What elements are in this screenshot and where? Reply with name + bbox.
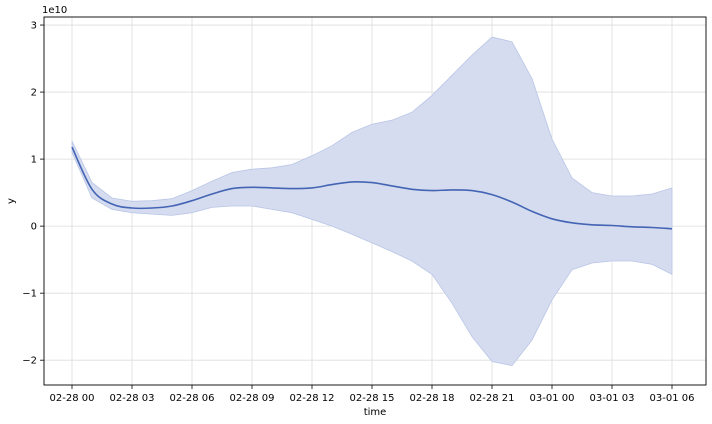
y-scale-label: 1e10	[42, 5, 67, 16]
x-tick-label: 02-28 15	[350, 393, 395, 404]
x-tick-label: 02-28 12	[290, 393, 335, 404]
x-axis-ticks: 02-28 00 02-28 03 02-28 06 02-28 09 02-28 12…	[50, 385, 695, 404]
x-tick-label: 02-28 00	[50, 393, 95, 404]
y-tick-label: 0	[31, 222, 37, 233]
x-tick-label: 02-28 18	[410, 393, 455, 404]
x-tick-label: 02-28 21	[470, 393, 515, 404]
y-axis-ticks: −2 −1 0 1 2 3	[22, 21, 44, 367]
y-tick-label: 3	[31, 21, 37, 32]
y-axis-label: y	[6, 198, 17, 204]
y-tick-label: −2	[22, 356, 37, 367]
x-axis-label: time	[364, 407, 387, 418]
series-line	[71, 146, 673, 230]
x-tick-label: 03-01 06	[650, 393, 695, 404]
x-tick-label: 02-28 03	[110, 393, 155, 404]
plot-frame	[43, 16, 707, 386]
confidence-band-layer	[71, 36, 673, 367]
x-tick-label: 03-01 03	[590, 393, 635, 404]
confidence-band	[71, 36, 673, 367]
series-line-layer	[71, 146, 673, 230]
y-tick-label: 1	[31, 155, 37, 166]
y-tick-label: −1	[22, 289, 37, 300]
y-tick-label: 2	[31, 88, 37, 99]
x-tick-label: 02-28 09	[230, 393, 275, 404]
x-tick-label: 02-28 06	[170, 393, 215, 404]
x-tick-label: 03-01 00	[530, 393, 575, 404]
